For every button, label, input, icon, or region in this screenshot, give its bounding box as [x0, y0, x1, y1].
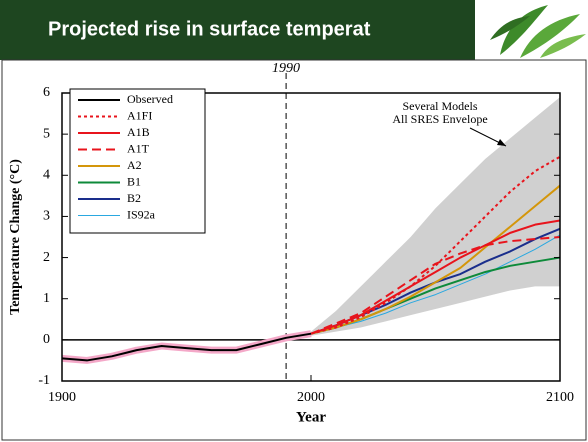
y-tick-label: 5 [43, 126, 50, 141]
chart: Projected rise in surface temperat -1 0 1 2… [0, 0, 588, 442]
y-tick-label: 2 [43, 250, 50, 265]
slide: Projected rise in surface temperat -1 0 1 2… [0, 0, 588, 442]
y-tick-label: 1 [43, 291, 50, 306]
x-axis-label: Year [296, 409, 326, 425]
x-tick-label: 2000 [297, 390, 325, 405]
legend-label: A1T [127, 141, 150, 155]
y-axis-label: Temperature Change (°C) [8, 159, 23, 315]
year-marker-label: 1990 [272, 61, 300, 76]
y-tick-label: -1 [38, 373, 50, 388]
legend-label: IS92a [127, 207, 156, 221]
annotation: All SRES Envelope [392, 112, 487, 126]
y-tick-label: 4 [43, 168, 50, 183]
legend-label: A1B [127, 125, 150, 139]
legend-label: A1FI [127, 108, 152, 122]
y-tick-label: 3 [43, 209, 50, 224]
leaf-image [475, 0, 588, 60]
x-tick-label: 1900 [48, 390, 76, 405]
legend-label: Observed [127, 92, 173, 106]
legend-label: B2 [127, 191, 141, 205]
x-tick-label: 2100 [546, 390, 574, 405]
y-tick-label: 0 [43, 332, 50, 347]
y-tick-label: 6 [43, 85, 50, 100]
slide-title: Projected rise in surface temperat [48, 18, 371, 40]
legend-label: A2 [127, 158, 142, 172]
annotation: Several Models [403, 99, 478, 113]
legend-label: B1 [127, 174, 141, 188]
